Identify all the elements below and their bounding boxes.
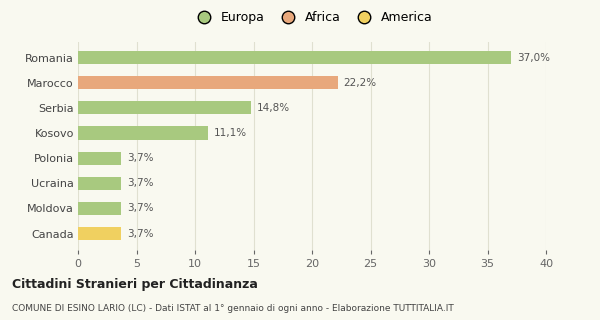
Text: 3,7%: 3,7% [127,228,154,239]
Bar [78,51,511,64]
Text: 3,7%: 3,7% [127,153,154,163]
Bar [78,177,121,190]
Bar [78,152,121,165]
Bar [78,202,121,215]
Text: Cittadini Stranieri per Cittadinanza: Cittadini Stranieri per Cittadinanza [12,278,258,292]
Bar [78,126,208,140]
Bar [78,101,251,115]
Text: 3,7%: 3,7% [127,178,154,188]
Text: 22,2%: 22,2% [344,78,377,88]
Text: COMUNE DI ESINO LARIO (LC) - Dati ISTAT al 1° gennaio di ogni anno - Elaborazion: COMUNE DI ESINO LARIO (LC) - Dati ISTAT … [12,304,454,313]
Legend: Europa, Africa, America: Europa, Africa, America [186,6,438,29]
Bar [78,76,338,89]
Text: 37,0%: 37,0% [517,52,550,63]
Text: 11,1%: 11,1% [214,128,247,138]
Text: 14,8%: 14,8% [257,103,290,113]
Text: 3,7%: 3,7% [127,204,154,213]
Bar [78,227,121,240]
